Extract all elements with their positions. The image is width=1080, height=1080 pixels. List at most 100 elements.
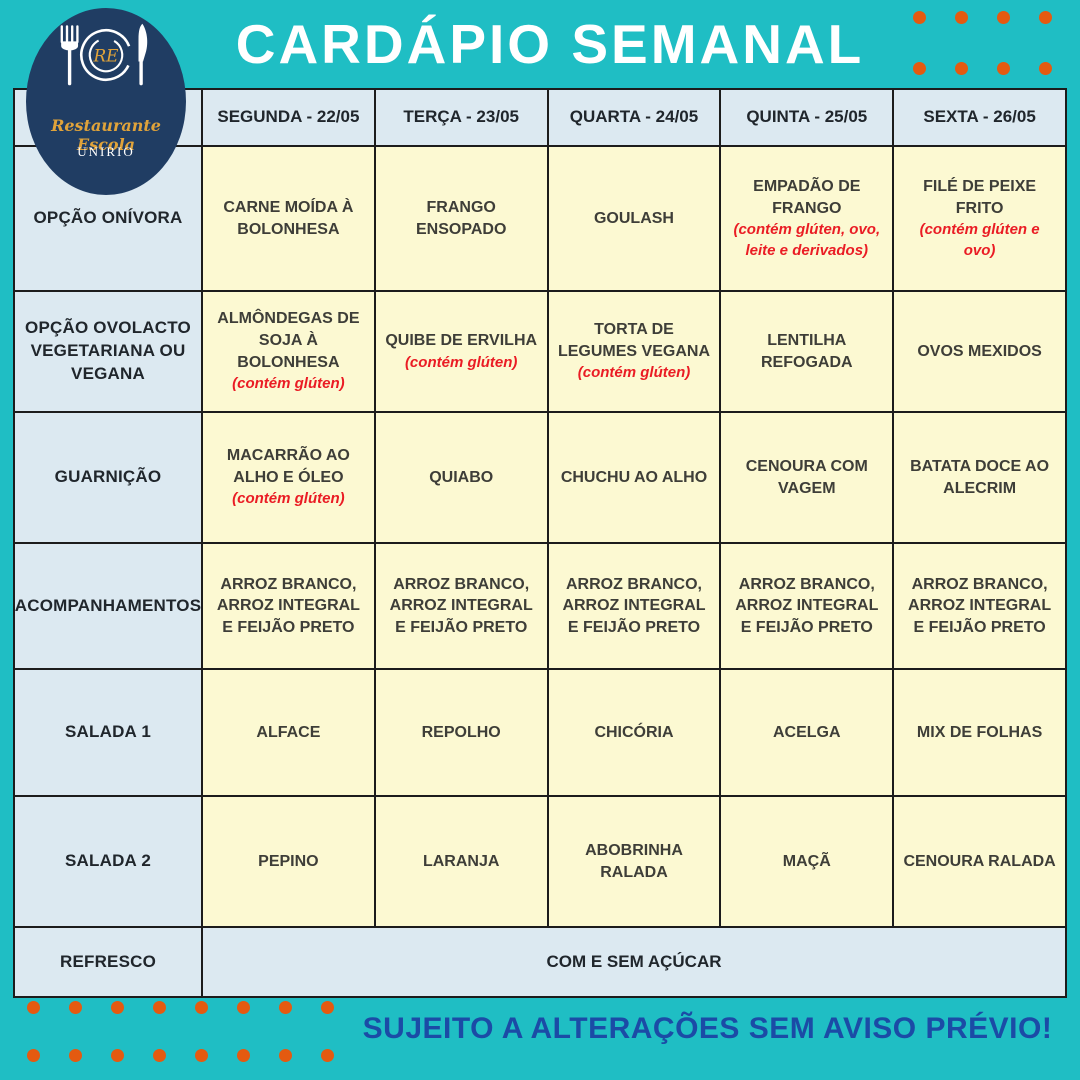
dish-name: TORTA DE LEGUMES VEGANA xyxy=(557,321,710,360)
day-header-thursday: QUINTA - 25/05 xyxy=(721,90,893,145)
decorative-dot xyxy=(955,62,968,75)
dish-name: FRANGO ENSOPADO xyxy=(416,198,507,238)
dish-name: BATATA DOCE AO ALECRIM xyxy=(910,457,1050,497)
dots-bottom-left xyxy=(27,1001,334,1062)
day-header-friday: SEXTA - 26/05 xyxy=(894,90,1065,145)
row-label-refresco: REFRESCO xyxy=(15,928,201,996)
menu-cell: BATATA DOCE AO ALECRIM xyxy=(894,413,1065,542)
dish-name: MACARRÃO AO ALHO E ÓLEO xyxy=(226,447,350,486)
dish-name: ARROZ BRANCO, ARROZ INTEGRAL E FEIJÃO PR… xyxy=(908,575,1052,636)
row-label-salada-2: SALADA 2 xyxy=(15,797,201,926)
dish-name: CHICÓRIA xyxy=(594,723,674,741)
decorative-dot xyxy=(111,1001,124,1014)
page-title: CARDÁPIO SEMANAL xyxy=(235,13,865,75)
dish-name: CARNE MOÍDA À BOLONHESA xyxy=(223,198,354,238)
menu-cell: CHUCHU AO ALHO xyxy=(548,413,720,542)
cutlery-plate-icon: RE xyxy=(60,23,148,86)
menu-cell: PEPINO xyxy=(203,797,374,926)
allergen-note: (contém glúten) xyxy=(232,490,345,508)
decorative-dot xyxy=(153,1001,166,1014)
dish-name: REPOLHO xyxy=(421,723,501,741)
menu-cell: TORTA DE LEGUMES VEGANA (contém glúten) xyxy=(548,292,720,411)
dish-name: CENOURA COM VAGEM xyxy=(745,457,868,497)
menu-cell: ACELGA xyxy=(721,670,893,795)
day-header-monday: SEGUNDA - 22/05 xyxy=(203,90,374,145)
allergen-note: (contém glúten e ovo) xyxy=(919,221,1040,259)
logo-restaurant-name: Restaurante Escola xyxy=(51,116,161,154)
decorative-dot xyxy=(997,11,1010,24)
weekly-menu-table: SEGUNDA - 22/05 TERÇA - 23/05 QUARTA - 2… xyxy=(13,88,1067,998)
menu-cell: CENOURA RALADA xyxy=(894,797,1065,926)
menu-cell: FILÉ DE PEIXE FRITO (contém glúten e ovo) xyxy=(894,147,1065,290)
dots-top-right xyxy=(913,11,1052,75)
dish-name: ARROZ BRANCO, ARROZ INTEGRAL E FEIJÃO PR… xyxy=(735,575,879,636)
day-header-tuesday: TERÇA - 23/05 xyxy=(375,90,547,145)
allergen-note: (contém glúten) xyxy=(404,353,518,371)
refresco-merged-cell: COM E SEM AÇÚCAR xyxy=(203,928,1065,996)
dish-name: ARROZ BRANCO, ARROZ INTEGRAL E FEIJÃO PR… xyxy=(389,575,533,636)
menu-cell: ABOBRINHA RALADA xyxy=(548,797,720,926)
menu-cell: MAÇÃ xyxy=(721,797,893,926)
disclaimer-text: SUJEITO A ALTERAÇÕES SEM AVISO PRÉVIO! xyxy=(362,1012,1053,1045)
menu-cell: CHICÓRIA xyxy=(548,670,720,795)
menu-cell: ARROZ BRANCO, ARROZ INTEGRAL E FEIJÃO PR… xyxy=(548,544,720,668)
dish-name: MIX DE FOLHAS xyxy=(916,723,1043,741)
decorative-dot xyxy=(279,1049,292,1062)
decorative-dot xyxy=(279,1001,292,1014)
menu-cell: FRANGO ENSOPADO xyxy=(375,147,547,290)
dish-name: FILÉ DE PEIXE FRITO xyxy=(923,178,1037,217)
dish-name: ARROZ BRANCO, ARROZ INTEGRAL E FEIJÃO PR… xyxy=(562,575,706,636)
menu-cell: MIX DE FOLHAS xyxy=(894,670,1065,795)
menu-cell: QUIBE DE ERVILHA (contém glúten) xyxy=(375,292,547,411)
menu-cell: QUIABO xyxy=(375,413,547,542)
dish-name: LARANJA xyxy=(422,852,500,870)
menu-cell: GOULASH xyxy=(548,147,720,290)
menu-cell: ARROZ BRANCO, ARROZ INTEGRAL E FEIJÃO PR… xyxy=(721,544,893,668)
dish-name: ABOBRINHA RALADA xyxy=(585,841,683,881)
decorative-dot xyxy=(69,1001,82,1014)
row-label-acompanhamentos: ACOMPANHAMENTOS xyxy=(15,544,201,668)
dish-name: OVOS MEXIDOS xyxy=(917,342,1042,360)
allergen-note: (contém glúten, ovo, leite e derivados) xyxy=(733,221,881,259)
dish-name: EMPADÃO DE FRANGO xyxy=(753,178,861,217)
menu-cell: LARANJA xyxy=(375,797,547,926)
logo-university-name: UNIRIO xyxy=(77,144,135,159)
menu-cell: CENOURA COM VAGEM xyxy=(721,413,893,542)
row-label-salada-1: SALADA 1 xyxy=(15,670,201,795)
decorative-dot xyxy=(69,1049,82,1062)
dish-name: GOULASH xyxy=(593,209,674,227)
dish-name: ACELGA xyxy=(773,723,841,741)
day-header-wednesday: QUARTA - 24/05 xyxy=(548,90,720,145)
allergen-note: (contém glúten) xyxy=(232,375,345,393)
dish-name: CHUCHU AO ALHO xyxy=(560,468,708,486)
menu-cell: REPOLHO xyxy=(375,670,547,795)
decorative-dot xyxy=(111,1049,124,1062)
dish-name: ARROZ BRANCO, ARROZ INTEGRAL E FEIJÃO PR… xyxy=(216,575,360,636)
decorative-dot xyxy=(195,1001,208,1014)
decorative-dot xyxy=(321,1001,334,1014)
menu-cell: LENTILHA REFOGADA xyxy=(721,292,893,411)
decorative-dot xyxy=(955,11,968,24)
decorative-dot xyxy=(321,1049,334,1062)
decorative-dot xyxy=(1039,11,1052,24)
dish-name: MAÇÃ xyxy=(782,852,831,870)
allergen-note: (contém glúten) xyxy=(577,364,691,382)
dish-name: LENTILHA REFOGADA xyxy=(761,331,853,371)
dish-name: CENOURA RALADA xyxy=(903,852,1056,870)
menu-cell: ARROZ BRANCO, ARROZ INTEGRAL E FEIJÃO PR… xyxy=(375,544,547,668)
decorative-dot xyxy=(997,62,1010,75)
menu-cell: ALMÔNDEGAS DE SOJA À BOLONHESA (contém gl… xyxy=(203,292,374,411)
decorative-dot xyxy=(1039,62,1052,75)
row-label-opcao-vegetariana: OPÇÃO OVOLACTO VEGETARIANA OU VEGANA xyxy=(15,292,201,411)
menu-cell: MACARRÃO AO ALHO E ÓLEO (contém glúten) xyxy=(203,413,374,542)
decorative-dot xyxy=(27,1001,40,1014)
dish-name: ALMÔNDEGAS DE SOJA À BOLONHESA xyxy=(217,310,360,371)
decorative-dot xyxy=(913,62,926,75)
menu-cell: OVOS MEXIDOS xyxy=(894,292,1065,411)
decorative-dot xyxy=(153,1049,166,1062)
dish-name: QUIBE DE ERVILHA xyxy=(385,332,538,350)
decorative-dot xyxy=(195,1049,208,1062)
row-label-guarnicao: GUARNIÇÃO xyxy=(15,413,201,542)
menu-cell: CARNE MOÍDA À BOLONHESA xyxy=(203,147,374,290)
restaurant-logo: RE Restaurante Escola UNIRIO xyxy=(26,8,186,195)
